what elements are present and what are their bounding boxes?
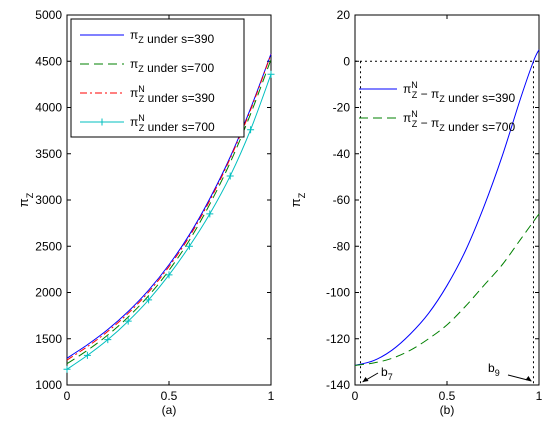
y-tick-label: 2000 — [35, 286, 62, 300]
y-tick-label: 4000 — [35, 101, 62, 115]
y-ticks: 1000 1500 2000 2500 3000 3500 4000 4500 5000 — [35, 8, 271, 392]
series-marker — [104, 336, 112, 344]
x-tick-label: 1 — [268, 389, 275, 403]
x-tick-label: 0.5 — [161, 389, 178, 403]
legend-label: πN Z under s=700 — [130, 113, 215, 134]
y-tick-label: -100 — [326, 286, 350, 300]
y-tick-label: 1000 — [35, 378, 62, 392]
y-tick-label: 1500 — [35, 332, 62, 346]
annotation-arrowhead — [525, 376, 532, 381]
x-tick-label: 0.5 — [439, 389, 456, 403]
legend: πN Z − πZ under s=390 πN Z − πZ under s=700 — [359, 80, 515, 134]
annotation-label: b9 — [488, 361, 500, 378]
series-marker — [185, 242, 193, 250]
x-ticks: 0 0.5 1 — [64, 15, 275, 403]
y-axis-label: πZ — [288, 192, 307, 207]
y-tick-label: -80 — [333, 239, 351, 253]
legend-label: πN Z − πZ under s=390 — [403, 80, 515, 105]
series-group — [63, 53, 275, 373]
legend-label: πZ under s=700 — [130, 57, 214, 75]
series-marker — [247, 126, 255, 134]
series-group — [354, 49, 540, 366]
y-tick-label: 3000 — [35, 193, 62, 207]
y-tick-label: -60 — [333, 193, 351, 207]
y-tick-label: -20 — [333, 101, 351, 115]
y-ticks: -140 -120 -100 -80 -60 -40 -20 0 20 — [326, 8, 539, 392]
series-marker — [226, 172, 234, 180]
y-tick-label: 4500 — [35, 54, 62, 68]
y-axis-label: πZ — [16, 192, 35, 207]
legend-marker — [98, 118, 106, 126]
series-marker — [165, 271, 173, 279]
y-tick-label: -140 — [326, 378, 350, 392]
series-marker — [206, 210, 214, 218]
series-marker — [145, 296, 153, 304]
series-marker — [63, 365, 71, 373]
annotation-label: b7 — [381, 365, 393, 382]
y-tick-label: -120 — [326, 332, 350, 346]
y-tick-label: 5000 — [35, 8, 62, 22]
series-line — [66, 54, 272, 361]
plot-frame — [354, 14, 540, 386]
legend-label: πN Z under s=390 — [130, 84, 215, 105]
y-tick-label: -40 — [333, 147, 351, 161]
panel-label: (b) — [440, 403, 455, 417]
series-marker — [267, 70, 275, 78]
legend-label: πZ under s=390 — [130, 28, 214, 46]
series-marker — [83, 351, 91, 359]
annotation-arrowhead — [362, 377, 369, 382]
legend-label: πN Z − πZ under s=700 — [403, 109, 515, 134]
x-tick-label: 0 — [352, 389, 359, 403]
series-line — [354, 49, 540, 366]
x-ticks: 0 0.5 1 — [352, 15, 543, 403]
panel-label: (a) — [162, 403, 177, 417]
series-marker — [124, 317, 132, 325]
y-tick-label: 0 — [343, 54, 350, 68]
series-line — [66, 59, 272, 365]
x-tick-label: 0 — [64, 389, 71, 403]
legend: πZ under s=390 πZ under s=700 πN Z under s=… — [70, 18, 245, 138]
y-tick-label: 20 — [337, 8, 351, 22]
annotations: b7 b9 — [362, 361, 532, 383]
reference-lines — [355, 60, 539, 385]
series-line — [66, 53, 272, 359]
y-tick-label: 2500 — [35, 239, 62, 253]
y-tick-label: 3500 — [35, 147, 62, 161]
series-line — [354, 213, 540, 366]
legend-box — [70, 18, 245, 138]
x-tick-label: 1 — [536, 389, 543, 403]
